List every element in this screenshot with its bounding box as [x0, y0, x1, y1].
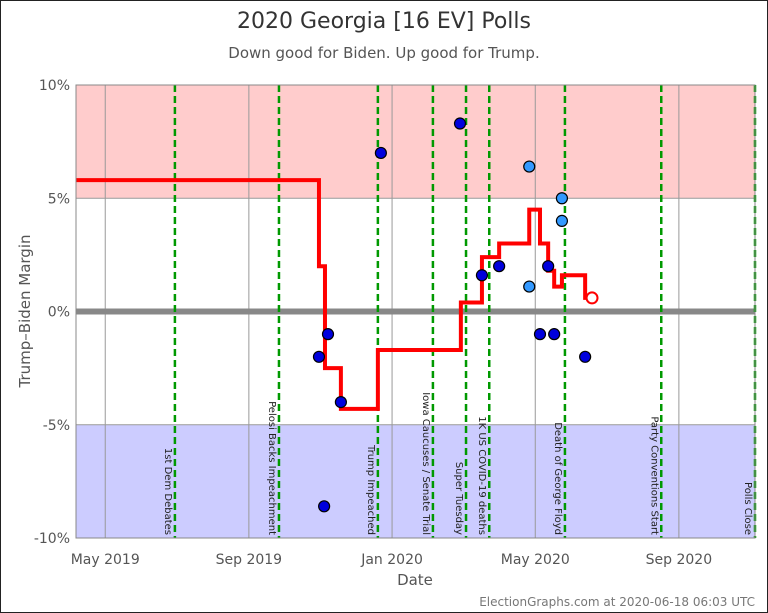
y-tick-label: -10% [34, 531, 70, 547]
poll-point [542, 260, 555, 273]
y-axis-label: Trump–Biden Margin [16, 235, 34, 389]
event-label: Pelosi Backs Impeachment [266, 401, 277, 535]
poll-point [475, 269, 489, 282]
poll-point [548, 328, 561, 341]
poll-point [523, 280, 536, 293]
event-label: 1st Dem Debates [162, 448, 173, 535]
x-axis-label: Date [397, 571, 433, 589]
y-tick-label: 5% [48, 191, 70, 207]
x-tick-label: Sep 2020 [646, 552, 712, 568]
event-label: Trump Impeached [365, 444, 376, 535]
footer: ElectionGraphs.com at 2020-06-18 06:03 U… [479, 595, 755, 609]
x-tick-label: May 2020 [501, 552, 570, 568]
y-tick-label: 0% [48, 305, 70, 321]
band [76, 424, 755, 538]
event-label: Super Tuesday [453, 462, 464, 535]
poll-point [374, 146, 387, 160]
poll-point [321, 328, 335, 341]
poll-point [318, 500, 331, 513]
event-label: Polls Close [742, 482, 753, 535]
poll-point [533, 328, 547, 341]
event-label: Iowa Caucuses / Senate Trial [420, 392, 431, 535]
event-label: 1K US COVID-19 deaths [476, 416, 487, 535]
plot-border [75, 84, 756, 539]
poll-point [312, 350, 326, 363]
poll-point [555, 214, 569, 227]
x-tick-label: Jan 2020 [360, 552, 423, 568]
event-label: Death of George Floyd [552, 422, 563, 535]
poll-point [493, 260, 506, 273]
poll-point [334, 396, 347, 409]
poll-point [555, 192, 569, 205]
poll-point [523, 160, 536, 173]
current-average [585, 291, 599, 305]
x-tick-label: Sep 2019 [216, 552, 282, 568]
poll-point [579, 350, 592, 363]
x-tick-label: May 2019 [71, 552, 140, 568]
poll-point [453, 117, 467, 130]
event-label: Party Conventions Start [648, 416, 659, 535]
chart-subtitle: Down good for Biden. Up good for Trump. [228, 44, 539, 62]
y-tick-label: -5% [43, 418, 70, 434]
chart-title: 2020 Georgia [16 EV] Polls [237, 9, 531, 34]
average-line [76, 178, 593, 411]
y-tick-label: 10% [39, 78, 70, 94]
